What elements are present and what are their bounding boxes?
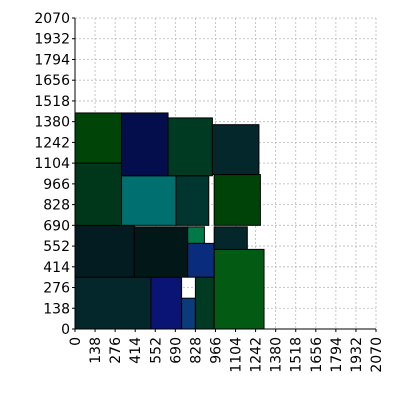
x-tick-label: 138 [88, 337, 104, 364]
y-tick-label: 1794 [34, 52, 70, 68]
x-tick-label: 1656 [309, 337, 325, 373]
x-tick-label: 966 [208, 337, 224, 364]
y-tick-label: 1656 [34, 73, 70, 89]
packed-rectangle [211, 124, 260, 176]
packed-rectangle [194, 276, 215, 330]
x-tick-label: 2070 [369, 337, 385, 373]
y-tick-label: 966 [43, 177, 70, 193]
packed-rectangle [150, 276, 183, 330]
packed-rectangle [74, 112, 123, 164]
packed-rectangle [213, 226, 248, 250]
axis-layer [72, 17, 377, 332]
y-tick-label: 0 [61, 322, 70, 338]
packed-rectangle [187, 226, 205, 244]
y-tick-label: 414 [43, 260, 70, 276]
y-tick-label: 690 [43, 218, 70, 234]
y-tick-label: 2070 [34, 11, 70, 27]
y-tick-label: 552 [43, 239, 70, 255]
x-tick-label: 1242 [249, 337, 265, 373]
x-tick-label: 828 [188, 337, 204, 364]
packed-rectangle [175, 175, 210, 226]
y-tick-label: 1104 [34, 156, 70, 172]
packed-rectangle [187, 242, 215, 278]
y-tick-label: 138 [43, 301, 70, 317]
x-tick-label: 414 [128, 337, 144, 364]
x-tick-label: 1518 [289, 337, 305, 373]
x-tick-label: 690 [168, 337, 184, 364]
x-tick-label: 1104 [229, 337, 245, 373]
y-tick-labels: 0 138 276 414 552 690 828 966 1104 1242 1380 1518 16… [34, 11, 70, 338]
x-tick-label: 1794 [329, 337, 345, 373]
packed-rectangle [121, 112, 169, 177]
packed-rectangle [74, 276, 152, 330]
packed-rectangle [74, 224, 135, 278]
y-tick-label: 1932 [34, 32, 70, 48]
y-tick-label: 276 [43, 281, 70, 297]
packed-rectangle [213, 174, 261, 226]
x-tick-label: 552 [148, 337, 164, 364]
packed-rectangle [133, 226, 189, 278]
x-tick-label: 1932 [349, 337, 365, 373]
packed-rectangle [181, 297, 196, 330]
y-tick-label: 1242 [34, 135, 70, 151]
x-tick-labels: 0 138 276 414 552 690 828 966 1104 1242 1380 1518 16… [68, 337, 385, 373]
packed-rectangle [74, 162, 123, 226]
x-tick-label: 0 [68, 337, 84, 346]
packed-rectangle [213, 248, 265, 330]
packed-rectangle [167, 117, 213, 177]
x-tick-label: 1380 [269, 337, 285, 373]
y-tick-label: 828 [43, 198, 70, 214]
y-tick-label: 1380 [34, 115, 70, 131]
packed-rectangle [121, 175, 177, 226]
y-tick-label: 1518 [34, 94, 70, 110]
x-tick-label: 276 [108, 337, 124, 364]
rectangles-layer [74, 112, 265, 330]
